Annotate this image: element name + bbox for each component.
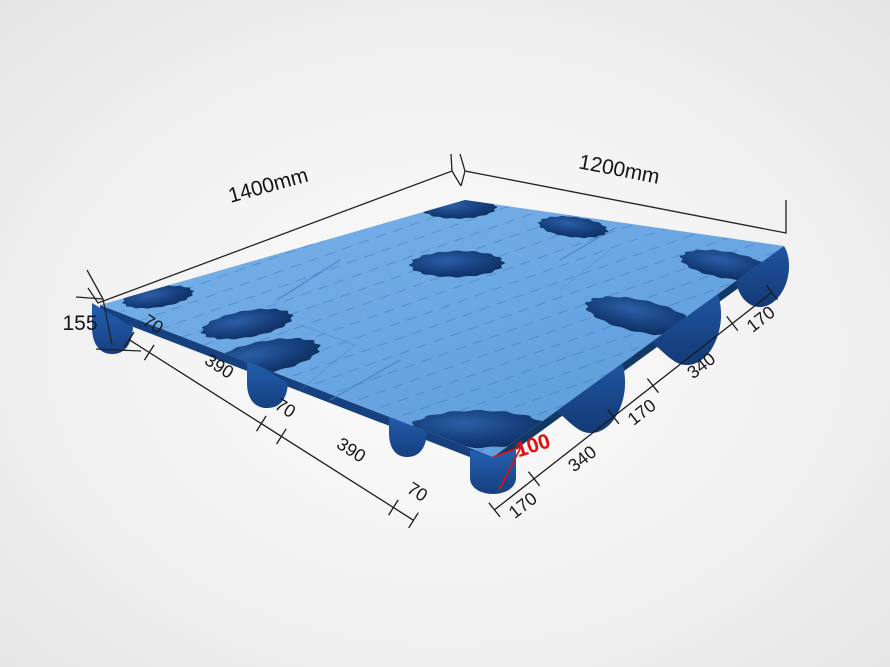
- svg-text:155: 155: [62, 312, 97, 335]
